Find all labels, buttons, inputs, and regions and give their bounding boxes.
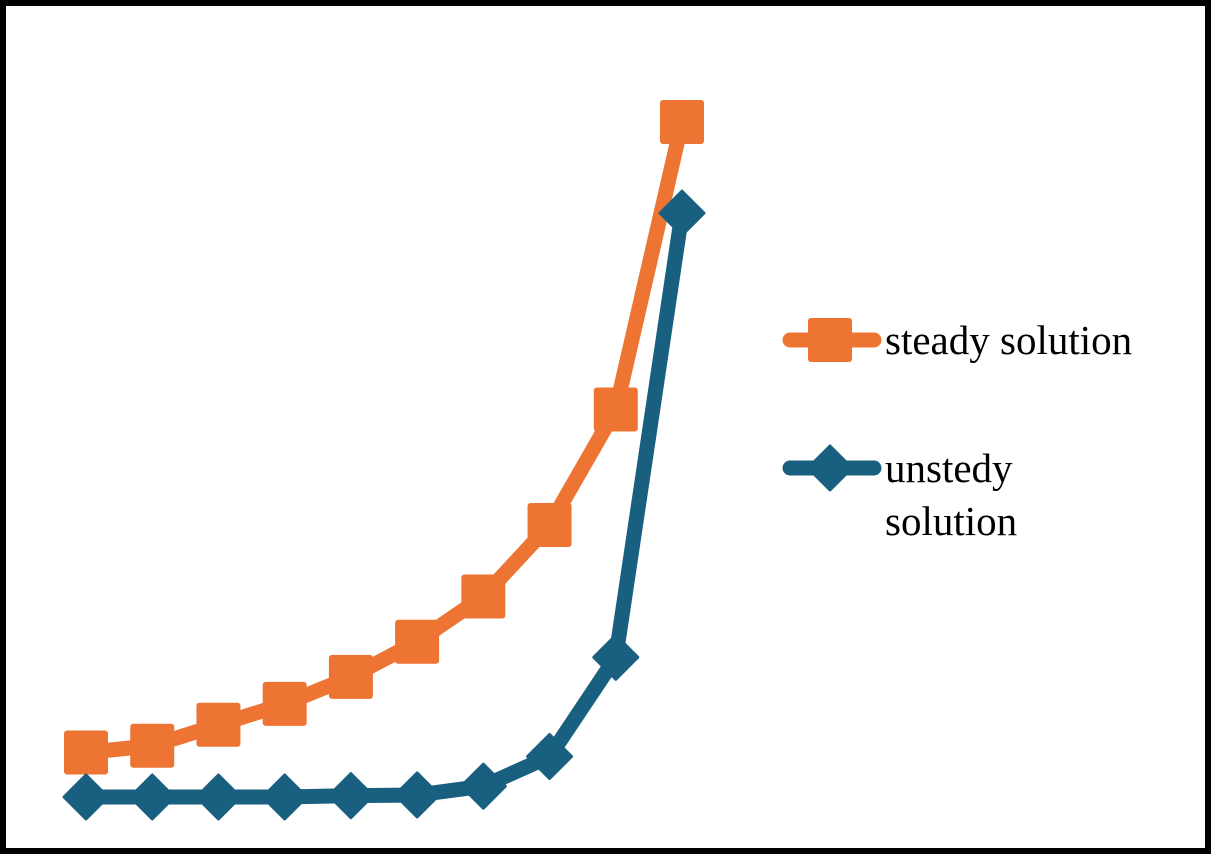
- data-point-unsteady: [592, 633, 640, 681]
- data-point-unsteady: [393, 771, 441, 819]
- legend-label-unsteady: unstedy solution: [885, 445, 1017, 544]
- data-point-steady: [130, 723, 175, 768]
- legend-item-steady: steady solution: [782, 317, 1132, 363]
- data-point-steady: [660, 100, 704, 144]
- data-point-unsteady: [327, 772, 375, 820]
- data-point-steady: [527, 502, 572, 547]
- data-point-steady: [262, 681, 307, 726]
- series-line-steady: [78, 114, 690, 760]
- data-point-unsteady: [128, 773, 176, 821]
- data-point-unsteady: [459, 762, 507, 810]
- series-line-unsteady: [78, 205, 690, 805]
- series-layer: [62, 100, 706, 821]
- legend-marker-unsteady: [806, 444, 854, 492]
- series-steady: [64, 100, 704, 775]
- data-point-steady: [196, 702, 241, 747]
- data-point-steady: [593, 387, 638, 432]
- legend-marker-steady: [808, 318, 852, 362]
- data-point-steady: [395, 619, 440, 664]
- data-point-unsteady: [526, 733, 574, 780]
- data-point-unsteady: [62, 773, 110, 821]
- legend: steady solution unstedy solution: [782, 317, 1132, 544]
- data-point-steady: [64, 730, 108, 775]
- data-point-unsteady: [658, 189, 706, 237]
- data-point-steady: [461, 574, 506, 619]
- legend-label-steady: steady solution: [885, 317, 1132, 363]
- series-unsteady: [62, 189, 706, 821]
- legend-item-unsteady: unstedy solution: [782, 444, 1017, 544]
- data-point-unsteady: [194, 773, 242, 821]
- data-point-unsteady: [261, 773, 309, 821]
- data-point-steady: [328, 654, 373, 699]
